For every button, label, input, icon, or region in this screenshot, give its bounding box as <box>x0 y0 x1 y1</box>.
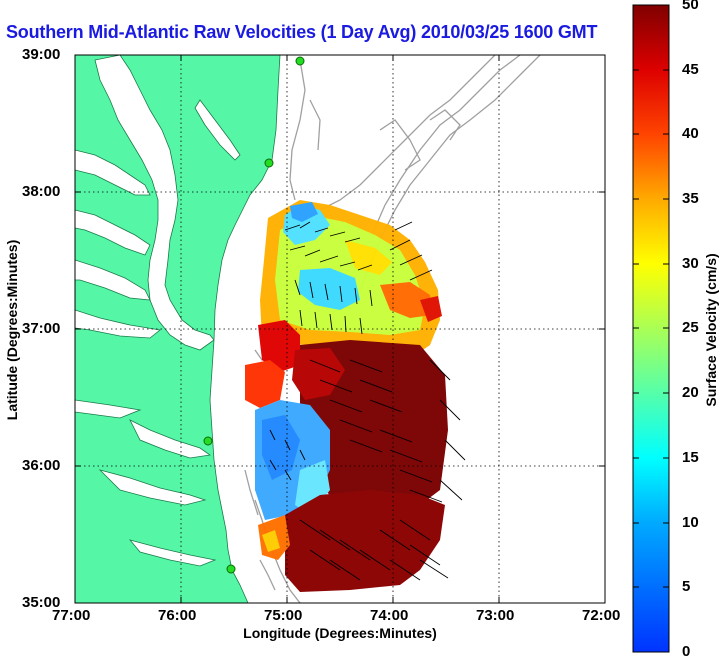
xtick-label: 73:00 <box>476 607 515 624</box>
colorbar-tick-label: 5 <box>682 578 691 595</box>
colorbar-tick-label: 50 <box>682 0 699 13</box>
colorbar-label: Surface Velocity (cm/s) <box>703 253 719 407</box>
map-title: Southern Mid-Atlantic Raw Velocities (1 … <box>6 22 598 42</box>
colorbar-tick-label: 30 <box>682 255 699 272</box>
colorbar-tick-label: 40 <box>682 125 699 142</box>
ytick-label: 39:00 <box>22 46 61 63</box>
xtick-label: 76:00 <box>158 607 197 624</box>
radar-stations <box>203 56 305 574</box>
colorbar-tick-label: 25 <box>682 319 699 336</box>
axis-ticks <box>75 55 605 603</box>
colorbar-tick-label: 20 <box>682 384 699 401</box>
colorbar-tick-label: 0 <box>682 643 691 660</box>
x-axis-label: Longitude (Degrees:Minutes) <box>243 625 437 641</box>
colorbar-ticks <box>633 4 669 653</box>
colorbar-tick-label: 35 <box>682 190 699 207</box>
ytick-label: 38:00 <box>22 183 61 200</box>
xtick-label: 77:00 <box>52 607 91 624</box>
grid-lines <box>75 55 605 603</box>
xtick-label: 72:00 <box>582 607 621 624</box>
velocity-vectors <box>269 221 466 581</box>
colorbar-tick-label: 15 <box>682 449 699 466</box>
xtick-label: 75:00 <box>264 607 303 624</box>
ytick-label: 37:00 <box>22 320 61 337</box>
velocity-field <box>245 200 448 592</box>
chesapeake-bay <box>75 55 241 567</box>
colorbar-tick-label: 45 <box>682 61 699 78</box>
y-axis-label: Latitude (Degrees:Minutes) <box>4 239 20 421</box>
ytick-label: 36:00 <box>22 457 61 474</box>
ytick-label: 35:00 <box>22 594 61 611</box>
xtick-label: 74:00 <box>370 607 409 624</box>
colorbar-tick-label: 10 <box>682 514 699 531</box>
